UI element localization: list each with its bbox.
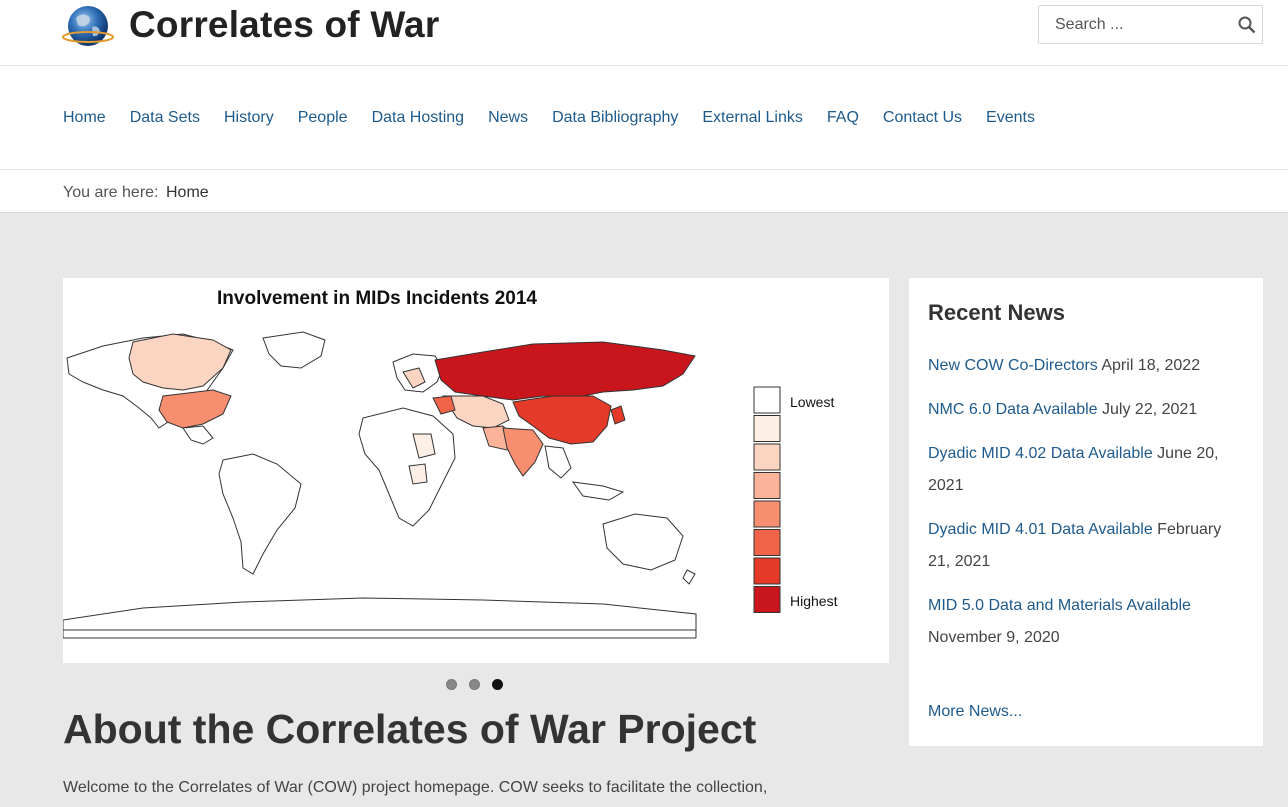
search-input[interactable] xyxy=(1039,6,1229,43)
news-item: NMC 6.0 Data Available July 22, 2021 xyxy=(928,394,1233,426)
slider-dot-2[interactable] xyxy=(469,679,480,690)
nav-item-home[interactable]: Home xyxy=(63,109,106,126)
legend-label-highest: Highest xyxy=(790,593,838,609)
news-link[interactable]: Dyadic MID 4.02 Data Available xyxy=(928,445,1153,462)
map-title: Involvement in MIDs Incidents 2014 xyxy=(217,288,537,309)
recent-news-widget: Recent News New COW Co-Directors April 1… xyxy=(909,278,1263,746)
legend-swatch-8 xyxy=(753,586,781,613)
legend-swatch-7 xyxy=(753,557,781,585)
legend-swatch-5 xyxy=(753,500,781,528)
legend-swatch-4 xyxy=(753,472,781,499)
breadcrumb-label: You are here: xyxy=(63,184,159,201)
search-icon[interactable] xyxy=(1237,15,1257,35)
slider-pagination xyxy=(446,679,515,690)
page-title: About the Correlates of War Project xyxy=(63,706,757,752)
image-slider[interactable]: Involvement in MIDs Incidents 2014 xyxy=(63,278,889,663)
news-date: April 18, 2022 xyxy=(1101,357,1201,374)
nav-item-data-sets[interactable]: Data Sets xyxy=(129,109,200,126)
recent-news-heading: Recent News xyxy=(928,300,1065,325)
main-navigation: Home Data Sets History People Data Hosti… xyxy=(0,66,1288,170)
news-date: November 9, 2020 xyxy=(928,629,1060,646)
news-list: New COW Co-Directors April 18, 2022 NMC … xyxy=(928,350,1233,666)
news-item: New COW Co-Directors April 18, 2022 xyxy=(928,350,1233,382)
intro-paragraph: Welcome to the Correlates of War (COW) p… xyxy=(63,779,768,796)
search-box[interactable] xyxy=(1038,5,1263,44)
world-map-image: Involvement in MIDs Incidents 2014 xyxy=(63,288,838,639)
legend-swatch-1 xyxy=(753,386,781,414)
slider-dot-3[interactable] xyxy=(492,679,503,690)
map-legend xyxy=(753,386,781,613)
news-item: Dyadic MID 4.02 Data Available June 20, … xyxy=(928,438,1233,502)
nav-item-external-links[interactable]: External Links xyxy=(702,109,803,126)
site-header: Correlates of War xyxy=(0,0,1288,66)
news-item: Dyadic MID 4.01 Data Available February … xyxy=(928,514,1233,578)
news-link[interactable]: NMC 6.0 Data Available xyxy=(928,401,1098,418)
nav-item-data-bibliography[interactable]: Data Bibliography xyxy=(552,109,679,126)
slider-dot-1[interactable] xyxy=(446,679,457,690)
main-content: Involvement in MIDs Incidents 2014 xyxy=(0,213,1288,807)
nav-item-contact-us[interactable]: Contact Us xyxy=(882,109,963,126)
breadcrumb: You are here: Home xyxy=(0,170,1288,213)
legend-label-lowest: Lowest xyxy=(790,394,834,410)
legend-swatch-6 xyxy=(753,529,781,556)
news-date: July 22, 2021 xyxy=(1102,401,1198,418)
globe-logo-icon[interactable] xyxy=(62,3,114,49)
news-date: February 21, 2021 xyxy=(928,521,1222,570)
nav-item-history[interactable]: History xyxy=(223,109,274,126)
more-news-link[interactable]: More News... xyxy=(928,703,1023,720)
legend-swatch-3 xyxy=(753,443,781,471)
breadcrumb-current: Home xyxy=(166,184,209,201)
news-link[interactable]: New COW Co-Directors xyxy=(928,357,1098,374)
legend-swatch-2 xyxy=(753,415,781,442)
news-item: MID 5.0 Data and Materials Available Nov… xyxy=(928,590,1233,654)
site-title[interactable]: Correlates of War xyxy=(129,4,440,45)
map-land xyxy=(63,331,697,631)
nav-item-events[interactable]: Events xyxy=(986,109,1035,126)
nav-item-people[interactable]: People xyxy=(297,109,348,126)
nav-item-faq[interactable]: FAQ xyxy=(826,109,859,126)
nav-item-data-hosting[interactable]: Data Hosting xyxy=(371,109,465,126)
nav-item-news[interactable]: News xyxy=(488,109,529,126)
news-date: June 20, 2021 xyxy=(928,445,1219,494)
news-link[interactable]: Dyadic MID 4.01 Data Available xyxy=(928,521,1153,538)
news-link[interactable]: MID 5.0 Data and Materials Available xyxy=(928,597,1191,614)
